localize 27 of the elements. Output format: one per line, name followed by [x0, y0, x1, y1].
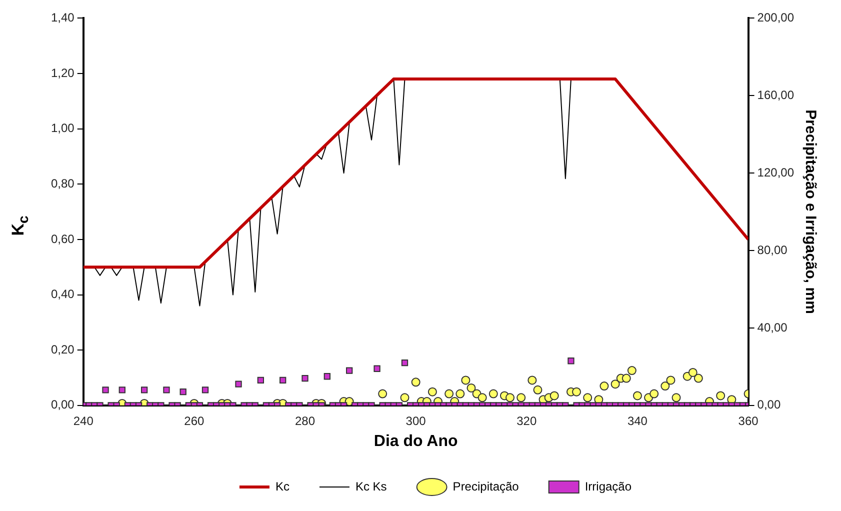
y-tick-label: 0,20 — [50, 342, 75, 356]
x-tick-label: 320 — [516, 414, 537, 428]
x-tick-label: 240 — [73, 414, 94, 428]
y2-tick-label: 80,00 — [757, 242, 788, 257]
legend-label: Kc — [275, 479, 290, 494]
y-tick-label: 1,40 — [50, 10, 75, 25]
x-tick-label: 280 — [294, 414, 316, 428]
y2-axis-title: Precipitação e Irrigação, mm — [802, 110, 819, 314]
y2-tick-label: 40,00 — [757, 320, 788, 334]
y-tick-label: 1,00 — [50, 121, 75, 136]
y-tick-label: 0,40 — [50, 287, 75, 302]
y-tick-label: 1,20 — [50, 66, 75, 80]
x-tick-label: 260 — [184, 414, 205, 428]
y2-tick-label: 0,00 — [757, 398, 781, 412]
x-axis-title: Dia do Ano — [374, 432, 458, 450]
x-tick-label: 360 — [738, 414, 759, 428]
y2-tick-label: 200,00 — [757, 10, 794, 25]
legend-label: Precipitação — [452, 479, 520, 494]
y-tick-label: 0,80 — [50, 176, 75, 190]
x-tick-label: 340 — [627, 414, 648, 428]
y2-tick-label: 120,00 — [757, 165, 794, 180]
y-tick-label: 0,60 — [50, 232, 75, 246]
y-tick-label: 0,00 — [50, 398, 75, 412]
x-tick-label: 300 — [406, 414, 426, 428]
legend-label: Irrigação — [584, 479, 632, 494]
legend-label: Kc Ks — [355, 479, 387, 494]
y2-tick-label: 160,00 — [757, 88, 794, 102]
